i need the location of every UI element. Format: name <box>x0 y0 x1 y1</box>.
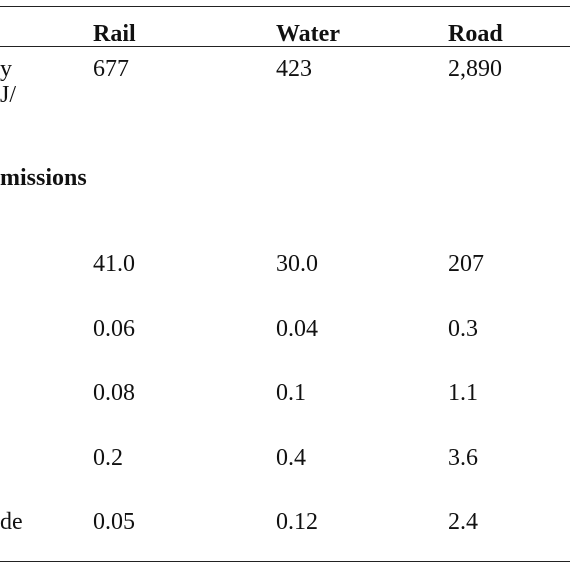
cell-energy-rail: 677 <box>93 56 129 82</box>
cell-road: 207 <box>448 251 484 277</box>
table-header-rule <box>0 46 570 47</box>
cell-road: 0.3 <box>448 316 478 342</box>
cell-rail: 0.08 <box>93 380 135 406</box>
row-label: de <box>0 509 23 535</box>
section-label-emissions: missions <box>0 165 87 191</box>
cell-energy-road: 2,890 <box>448 56 502 82</box>
cell-water: 30.0 <box>276 251 318 277</box>
header-rail: Rail <box>93 21 136 47</box>
cell-rail: 41.0 <box>93 251 135 277</box>
cell-road: 2.4 <box>448 509 478 535</box>
table-top-rule <box>0 6 570 7</box>
cell-water: 0.04 <box>276 316 318 342</box>
cell-energy-water: 423 <box>276 56 312 82</box>
header-water: Water <box>276 21 340 47</box>
cell-water: 0.12 <box>276 509 318 535</box>
header-road: Road <box>448 21 503 47</box>
cell-road: 3.6 <box>448 445 478 471</box>
row-label-energy-line1: y <box>0 56 12 82</box>
cell-rail: 0.06 <box>93 316 135 342</box>
row-label-energy-line2: J/ <box>0 82 17 108</box>
cell-road: 1.1 <box>448 380 478 406</box>
cell-water: 0.1 <box>276 380 306 406</box>
cell-rail: 0.2 <box>93 445 123 471</box>
cell-water: 0.4 <box>276 445 306 471</box>
table-bottom-rule <box>0 561 570 562</box>
cell-rail: 0.05 <box>93 509 135 535</box>
